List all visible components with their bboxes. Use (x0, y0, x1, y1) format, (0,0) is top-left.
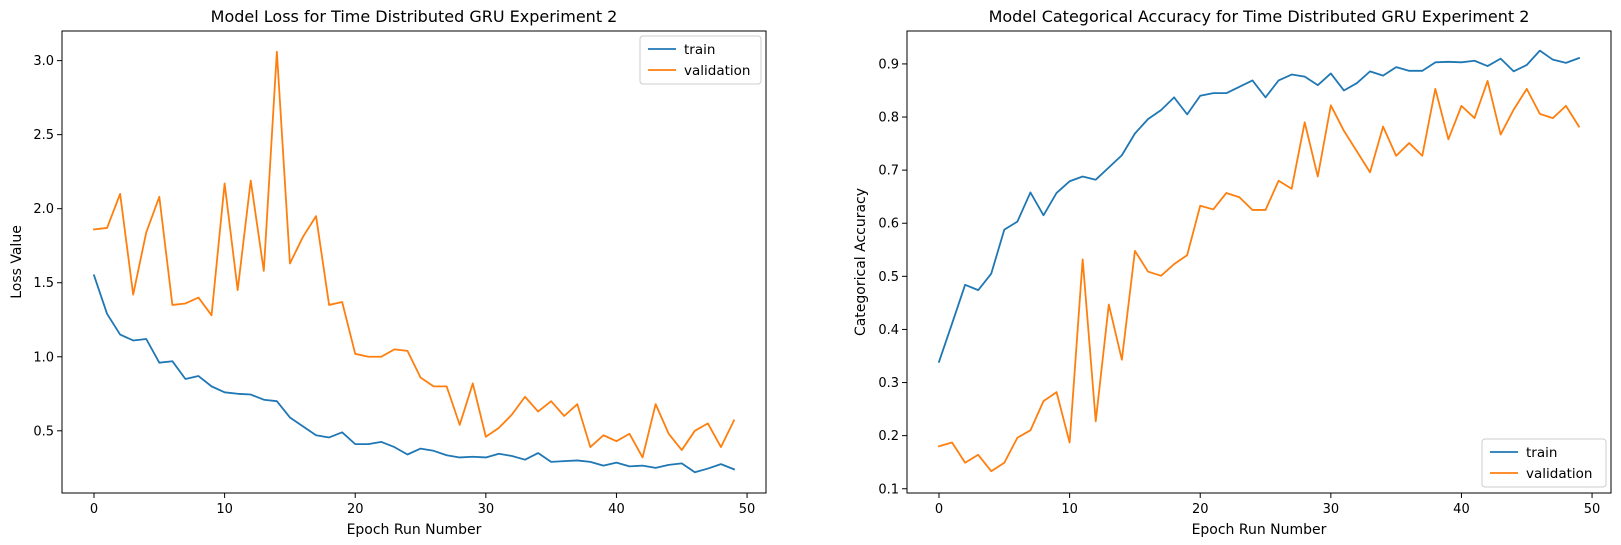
loss-y-tick-label: 1.5 (33, 276, 54, 291)
accuracy-y-tick-label: 0.6 (878, 217, 899, 232)
accuracy-chart-plot-area (906, 30, 1612, 494)
loss-x-tick-label: 0 (90, 502, 98, 517)
loss-y-tick-label: 1.0 (33, 350, 54, 365)
loss-chart-lines (92, 50, 736, 474)
accuracy-chart-legend: train validation (1481, 438, 1607, 488)
accuracy-legend-label-train: train (1526, 445, 1557, 461)
accuracy-series-train-line (937, 49, 1581, 363)
loss-x-tick-label: 30 (478, 502, 495, 517)
accuracy-series-validation-line (937, 80, 1581, 473)
accuracy-x-tick-label: 0 (935, 502, 943, 517)
loss-chart: Model Loss for Time Distributed GRU Expe… (9, 7, 767, 538)
accuracy-chart-ticks: 0 10 20 30 40 50 0.1 0.2 0.3 0.4 0.5 0.6 0.7 0.8 0.9 (878, 57, 1600, 517)
loss-series-train-line (92, 274, 736, 474)
loss-chart-legend: train validation (639, 35, 762, 85)
loss-y-tick-label: 0.5 (33, 424, 54, 439)
accuracy-y-tick-label: 0.4 (878, 323, 899, 338)
accuracy-y-tick-label: 0.2 (878, 429, 899, 444)
loss-chart-ticks: 0 10 20 30 40 50 0.5 1.0 1.5 2.0 2.5 3.0 (33, 54, 755, 517)
loss-y-tick-label: 3.0 (33, 54, 54, 69)
accuracy-y-tick-label: 0.8 (878, 111, 899, 126)
loss-x-tick-label: 20 (347, 502, 364, 517)
accuracy-x-tick-label: 10 (1061, 502, 1078, 517)
loss-legend-label-train: train (684, 42, 715, 58)
accuracy-y-tick-label: 0.5 (878, 270, 899, 285)
accuracy-y-tick-label: 0.1 (878, 482, 899, 497)
loss-chart-y-axis-label: Loss Value (9, 225, 25, 299)
accuracy-y-tick-label: 0.9 (878, 57, 899, 72)
loss-series-validation-line (93, 50, 736, 459)
accuracy-chart-x-axis-label: Epoch Run Number (1192, 522, 1327, 538)
loss-chart-x-axis-label: Epoch Run Number (347, 522, 482, 538)
loss-x-tick-label: 10 (216, 502, 233, 517)
loss-x-tick-label: 40 (608, 502, 625, 517)
accuracy-x-tick-label: 50 (1584, 502, 1601, 517)
accuracy-legend-box (1481, 438, 1607, 488)
accuracy-chart-lines (937, 49, 1581, 473)
loss-legend-label-validation: validation (684, 63, 750, 79)
accuracy-x-tick-label: 40 (1453, 502, 1470, 517)
loss-legend-box (639, 35, 762, 85)
accuracy-y-tick-label: 0.7 (878, 164, 899, 179)
accuracy-y-tick-label: 0.3 (878, 376, 899, 391)
loss-y-tick-label: 2.0 (33, 202, 54, 217)
accuracy-x-tick-label: 30 (1323, 502, 1340, 517)
loss-chart-plot-area (61, 30, 767, 494)
loss-x-tick-label: 50 (739, 502, 756, 517)
accuracy-legend-label-validation: validation (1526, 466, 1592, 482)
accuracy-chart-title: Model Categorical Accuracy for Time Dist… (989, 7, 1530, 26)
loss-chart-title: Model Loss for Time Distributed GRU Expe… (211, 7, 618, 26)
accuracy-x-tick-label: 20 (1192, 502, 1209, 517)
loss-y-tick-label: 2.5 (33, 128, 54, 143)
accuracy-chart: Model Categorical Accuracy for Time Dist… (853, 7, 1612, 538)
accuracy-chart-y-axis-label: Categorical Accuracy (853, 188, 869, 336)
